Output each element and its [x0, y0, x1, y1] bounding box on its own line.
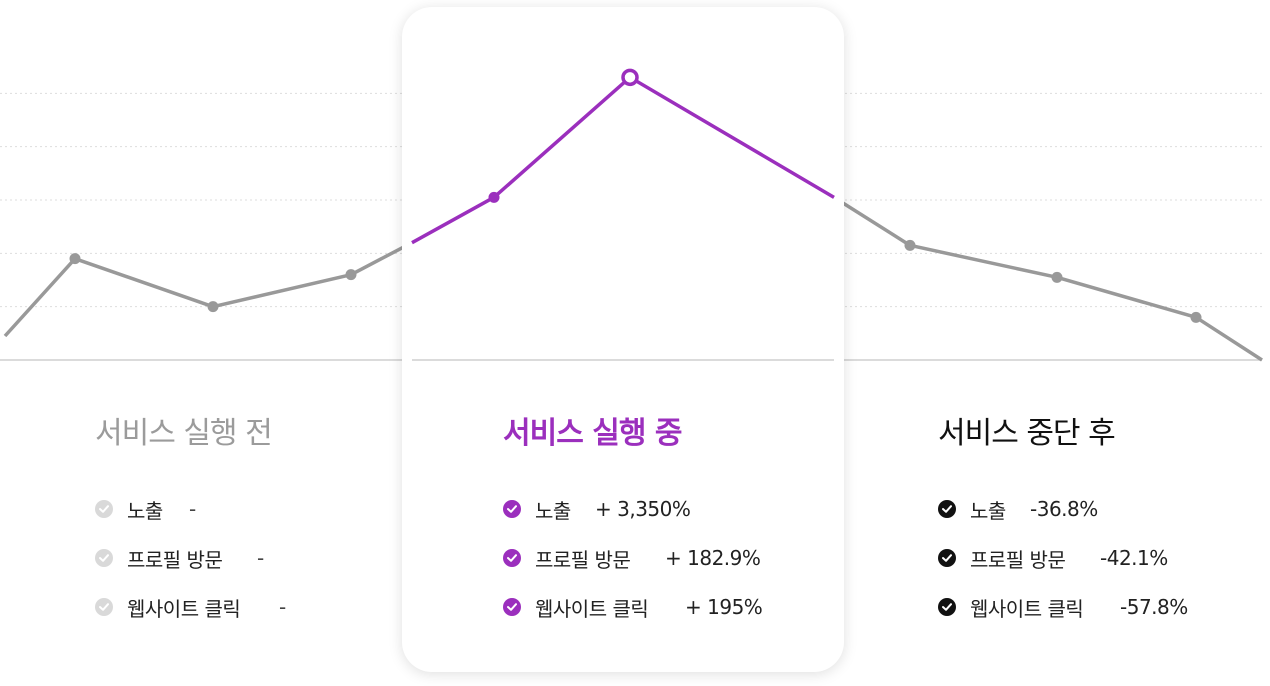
metric-label: 웹사이트 클릭 [127, 596, 241, 621]
panel-during-title: 서비스 실행 중 [503, 416, 683, 451]
metric-profile-visits: 프로필 방문 + 182.9% [503, 545, 762, 572]
metric-impressions: 노출 - [95, 496, 286, 523]
metric-website-clicks: 웹사이트 클릭 - [95, 594, 286, 621]
metric-value: - [189, 497, 196, 521]
panel-before: 서비스 실행 전 노출 - 프로필 방문 - 웹사이트 클릭 - [95, 412, 286, 643]
check-icon [95, 500, 113, 518]
check-icon [503, 549, 521, 567]
check-icon [503, 598, 521, 616]
data-point [1190, 311, 1202, 323]
metric-value: -36.8% [1030, 497, 1098, 521]
data-point [1051, 271, 1063, 283]
metric-label: 프로필 방문 [970, 547, 1066, 572]
metric-label: 노출 [970, 498, 1006, 523]
check-icon [503, 500, 521, 518]
data-point [207, 301, 219, 313]
metric-website-clicks: 웹사이트 클릭 -57.8% [938, 594, 1188, 621]
metric-website-clicks: 웹사이트 클릭 + 195% [503, 594, 763, 621]
metric-impressions: 노출 + 3,350% [503, 496, 762, 523]
metric-value: - [257, 546, 264, 570]
check-icon [95, 598, 113, 616]
data-point-peak [621, 68, 639, 87]
data-point [488, 191, 500, 203]
data-point [904, 239, 916, 251]
metric-value: -42.1% [1100, 546, 1168, 570]
metric-profile-visits: 프로필 방문 -42.1% [938, 545, 1188, 572]
check-icon [938, 549, 956, 567]
metric-value: + 182.9% [665, 546, 761, 570]
metric-label: 웹사이트 클릭 [970, 596, 1084, 621]
data-point [345, 269, 357, 281]
metric-impressions: 노출 -36.8% [938, 496, 1188, 523]
panel-after-title: 서비스 중단 후 [938, 416, 1116, 451]
panel-during: 서비스 실행 중 노출 + 3,350% 프로필 방문 + 182.9% 웹사이… [503, 412, 763, 643]
panel-before-title: 서비스 실행 전 [95, 416, 273, 451]
metric-value: -57.8% [1120, 595, 1188, 619]
highlight-card [402, 7, 844, 672]
check-icon [95, 549, 113, 567]
series-line-during [411, 75, 835, 245]
metric-label: 웹사이트 클릭 [535, 596, 649, 621]
metric-label: 프로필 방문 [535, 547, 631, 572]
metric-value: + 3,350% [595, 497, 691, 521]
check-icon [938, 598, 956, 616]
panel-after: 서비스 중단 후 노출 -36.8% 프로필 방문 -42.1% 웹사이트 클릭… [938, 412, 1188, 643]
metric-value: + 195% [685, 595, 763, 619]
metric-label: 프로필 방문 [127, 547, 223, 572]
metric-value: - [279, 595, 286, 619]
data-point [69, 253, 81, 265]
metric-profile-visits: 프로필 방문 - [95, 545, 286, 572]
metric-label: 노출 [535, 498, 571, 523]
metric-label: 노출 [127, 498, 163, 523]
check-icon [938, 500, 956, 518]
